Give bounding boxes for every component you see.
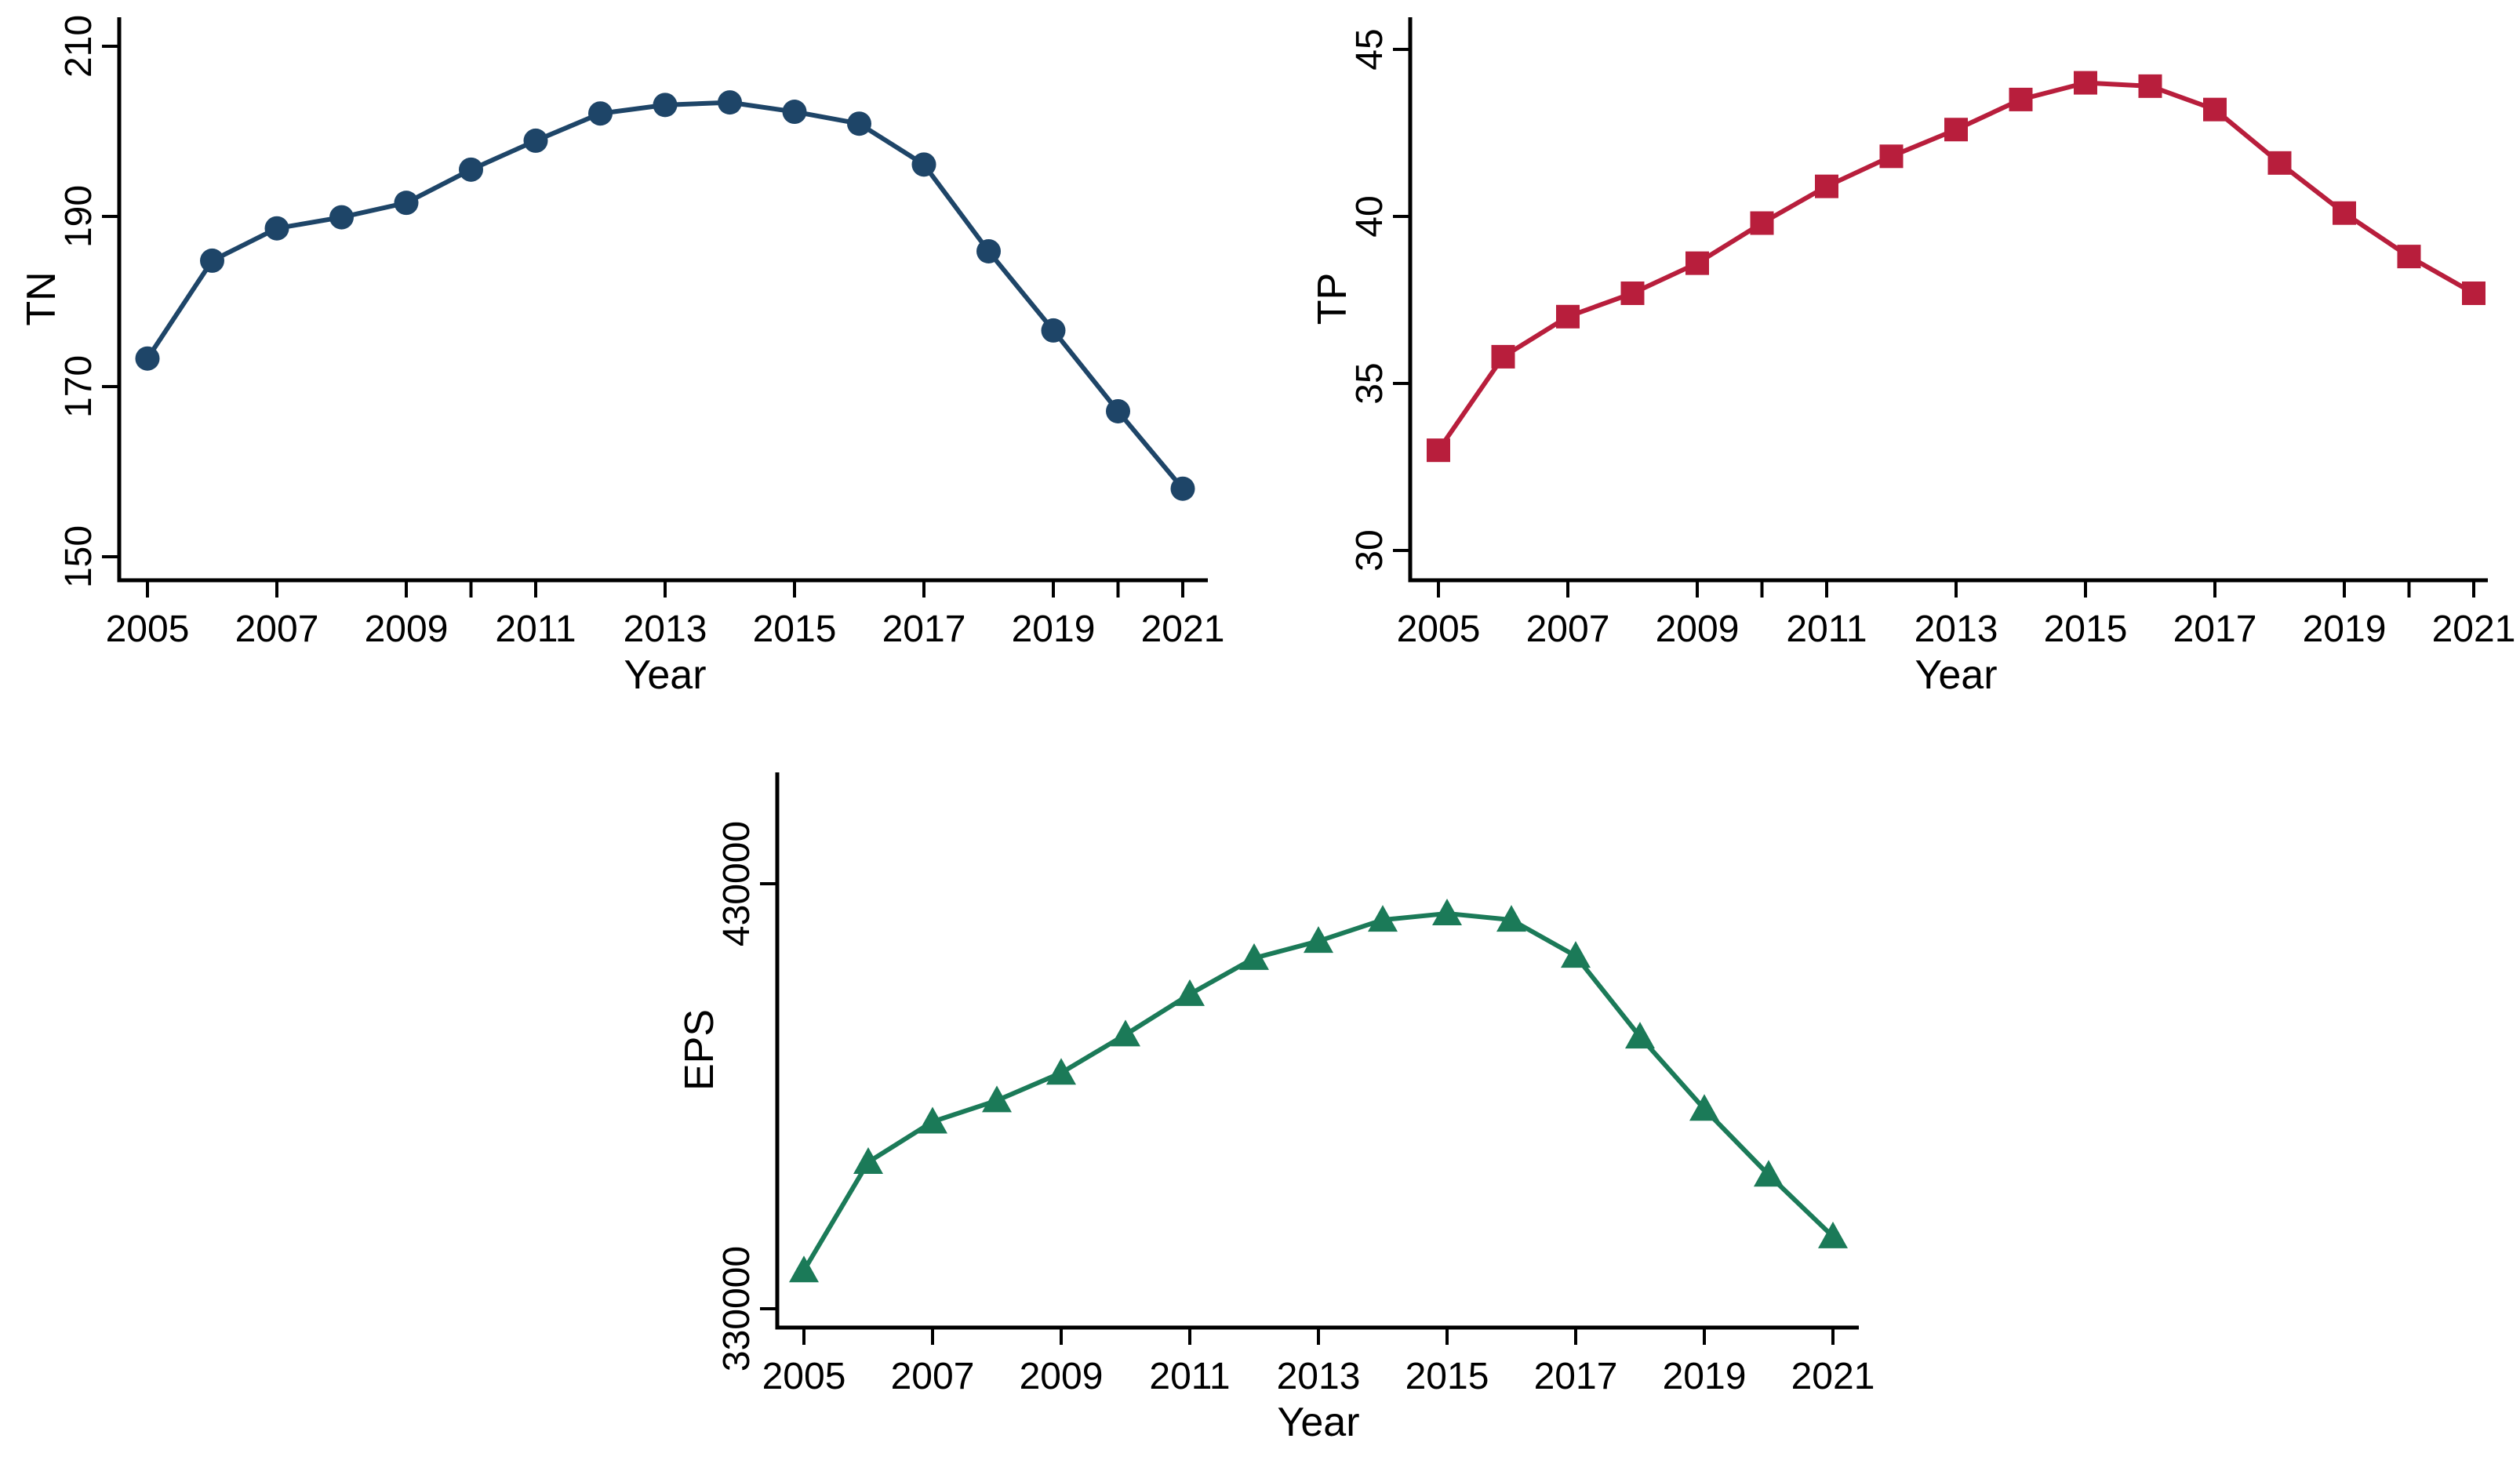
y-tick-label: 35 [1349,362,1391,404]
y-axis-title: TN [19,271,64,325]
x-tick-label: 2015 [753,608,837,650]
data-point-marker [2267,151,2292,175]
data-point-marker [1175,979,1205,1006]
data-point-marker [588,101,613,126]
data-point-marker [1818,1221,1848,1248]
x-tick-label: 2009 [365,608,449,650]
y-tick-label: 190 [58,185,100,248]
x-tick-label: 2019 [1663,1356,1747,1397]
y-tick-label: 150 [58,525,100,588]
x-tick-label: 2015 [1405,1356,1489,1397]
x-tick-label: 2017 [882,608,966,650]
x-tick-label: 2013 [1277,1356,1361,1397]
data-point-marker [718,90,742,115]
data-point-marker [1561,941,1591,968]
x-tick-label: 2021 [2432,608,2516,650]
x-axis-title: Year [1915,652,1997,698]
x-tick-label: 2009 [1020,1356,1104,1397]
data-point-marker [982,1085,1012,1113]
x-tick-label: 2007 [235,608,319,650]
data-line [802,910,1835,1273]
data-point-marker [1368,905,1398,932]
data-point-marker [1491,344,1515,369]
y-tick-label: 430000 [716,821,758,946]
data-point-marker [264,216,289,241]
data-point-marker [918,1106,947,1134]
data-line [145,100,1185,492]
x-axis-title: Year [624,652,706,698]
x-tick-label: 2017 [2173,608,2257,650]
data-point-marker [1432,898,1462,925]
y-tick-label: 330000 [716,1246,758,1371]
data-point-marker [1106,398,1130,423]
x-tick-label: 2005 [106,608,190,650]
data-point-marker [1170,476,1195,501]
data-point-marker [394,191,419,216]
data-point-marker [2074,71,2097,95]
x-tick-label: 2019 [1012,608,1096,650]
data-point-marker [1879,144,1904,169]
data-point-marker [789,1255,819,1283]
y-tick-label: 170 [58,355,100,418]
data-point-marker [847,111,871,136]
data-point-marker [1046,1058,1076,1085]
x-axis-title: Year [1277,1400,1359,1445]
data-point-marker [523,128,548,153]
x-tick-label: 2007 [1526,608,1610,650]
data-point-marker [1304,926,1333,954]
y-tick-label: 210 [58,15,100,78]
y-axis-title: EPS [677,1009,722,1091]
x-tick-label: 2021 [1141,608,1225,650]
x-tick-label: 2011 [495,608,576,650]
data-point-marker [329,205,354,230]
x-tick-label: 2005 [1397,608,1481,650]
data-point-marker [1041,318,1066,343]
data-point-marker [1815,174,1838,198]
y-axis-title: TP [1310,273,1355,325]
data-point-marker [2203,97,2227,122]
data-point-marker [1496,905,1526,932]
data-point-marker [1944,118,1968,142]
y-tick-label: 45 [1349,28,1391,70]
data-point-marker [782,100,807,125]
x-tick-label: 2013 [1915,608,1998,650]
x-tick-label: 2009 [1656,608,1740,650]
y-tick-label: 30 [1349,529,1391,571]
data-point-marker [1689,1094,1719,1121]
data-point-marker [2009,87,2033,111]
data-point-marker [2397,245,2421,269]
data-point-marker [976,238,1001,263]
data-point-marker [1750,211,1774,235]
x-tick-label: 2011 [1786,608,1867,650]
data-point-marker [2138,74,2162,98]
data-point-marker [653,93,678,118]
data-point-marker [853,1147,883,1175]
x-tick-label: 2007 [891,1356,975,1397]
data-point-marker [2333,201,2356,225]
data-point-marker [1111,1019,1140,1047]
data-point-marker [459,157,483,182]
x-tick-label: 2011 [1149,1356,1230,1397]
x-tick-label: 2019 [2303,608,2387,650]
x-tick-label: 2013 [624,608,707,650]
data-point-marker [2462,281,2485,305]
x-tick-label: 2005 [762,1356,846,1397]
data-point-marker [1556,304,1580,329]
data-point-marker [1620,281,1645,305]
x-tick-label: 2021 [1791,1356,1875,1397]
y-tick-label: 40 [1349,195,1391,237]
x-tick-label: 2015 [2044,608,2128,650]
data-point-marker [135,346,160,371]
data-point-marker [1685,251,1709,275]
x-tick-label: 2017 [1534,1356,1618,1397]
data-point-marker [1239,943,1269,970]
data-point-marker [1754,1160,1784,1187]
data-point-marker [200,248,224,273]
data-point-marker [1427,438,1450,463]
data-point-marker [911,152,936,177]
data-point-marker [1625,1022,1655,1049]
